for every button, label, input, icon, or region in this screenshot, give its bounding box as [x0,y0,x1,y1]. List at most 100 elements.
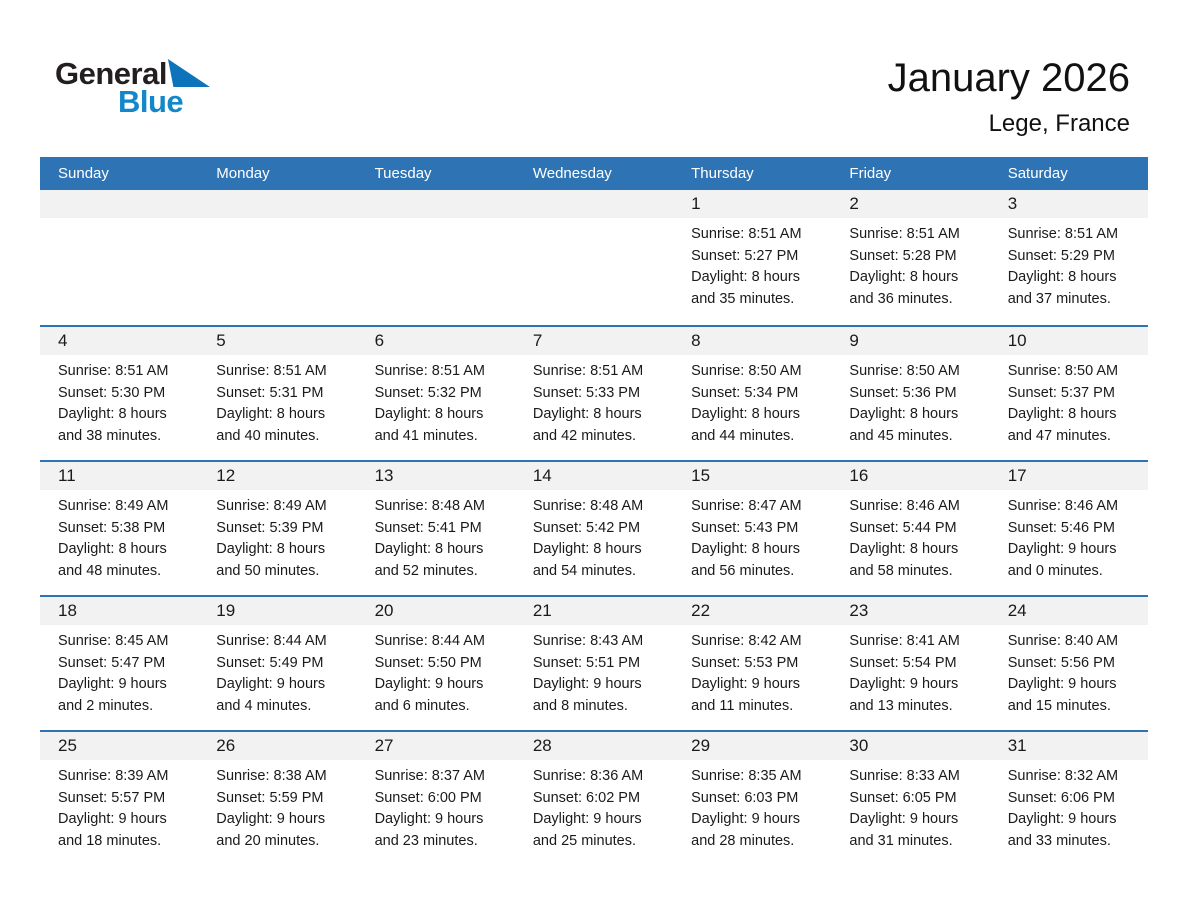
day-cell: 12 Sunrise: 8:49 AM Sunset: 5:39 PM Dayligh… [198,462,357,595]
day-number [514,190,674,218]
day-cell: 4 Sunrise: 8:51 AM Sunset: 5:30 PM Daylight… [40,327,199,460]
day-cell: 1 Sunrise: 8:51 AM Sunset: 5:27 PM Daylight… [673,190,832,325]
weekday-tuesday: Tuesday [374,165,432,182]
sunset-text: Sunset: 5:51 PM [532,654,641,671]
day-cell: 2 Sunrise: 8:51 AM Sunset: 5:28 PM Daylight… [831,190,990,325]
day-cell: 29 Sunrise: 8:35 AM Sunset: 6:03 PM Dayligh… [673,732,832,865]
location-subtitle: Lege, France [988,110,1130,137]
weekday-thursday: Thursday [691,165,754,182]
empty-day-cell [514,190,674,325]
day-number: 20 [356,597,515,625]
day-number: 12 [198,462,357,490]
day-number: 28 [514,732,674,760]
daylight-text: Daylight: 9 hours and 20 minutes. [216,811,326,849]
day-details: Sunrise: 8:51 AM Sunset: 5:28 PM Daylight:… [831,218,989,310]
week-row: 1 Sunrise: 8:51 AM Sunset: 5:27 PM Daylight… [40,190,1148,325]
daylight-text: Daylight: 9 hours and 15 minutes. [1007,676,1117,714]
empty-day-cell [356,190,515,325]
day-details: Sunrise: 8:39 AM Sunset: 5:57 PM Daylight:… [40,760,198,852]
logo-triangle-icon [167,59,210,87]
sunset-text: Sunset: 5:49 PM [216,654,324,671]
day-cell: 11 Sunrise: 8:49 AM Sunset: 5:38 PM Dayligh… [40,462,199,595]
day-details: Sunrise: 8:32 AM Sunset: 6:06 PM Daylight:… [990,760,1148,852]
day-details: Sunrise: 8:42 AM Sunset: 5:53 PM Daylight:… [673,625,831,717]
day-details: Sunrise: 8:48 AM Sunset: 5:42 PM Daylight:… [515,490,673,582]
day-details: Sunrise: 8:49 AM Sunset: 5:39 PM Daylight:… [198,490,356,582]
daylight-text: Daylight: 8 hours and 37 minutes. [1007,269,1117,307]
day-number: 2 [831,190,990,218]
day-number: 23 [831,597,990,625]
day-number: 27 [356,732,515,760]
week-row: 25 Sunrise: 8:39 AM Sunset: 5:57 PM Dayligh… [40,730,1148,865]
sunset-text: Sunset: 5:38 PM [58,519,166,536]
day-details [357,218,515,224]
sunset-text: Sunset: 5:47 PM [58,654,166,671]
sunset-text: Sunset: 5:30 PM [58,384,166,401]
weekday-saturday: Saturday [1007,165,1068,182]
day-cell: 9 Sunrise: 8:50 AM Sunset: 5:36 PM Daylight… [831,327,990,460]
daylight-text: Daylight: 9 hours and 18 minutes. [58,811,167,849]
daylight-text: Daylight: 9 hours and 13 minutes. [849,676,959,714]
day-number: 14 [514,462,674,490]
day-cell: 3 Sunrise: 8:51 AM Sunset: 5:29 PM Daylight… [989,190,1148,325]
sunset-text: Sunset: 5:56 PM [1007,654,1115,671]
day-number: 18 [40,597,199,625]
sunrise-text: Sunrise: 8:39 AM [58,768,169,784]
day-cell: 5 Sunrise: 8:51 AM Sunset: 5:31 PM Daylight… [198,327,357,460]
sunset-text: Sunset: 5:42 PM [532,519,641,536]
logo-word-general: General [55,56,167,91]
day-cell: 25 Sunrise: 8:39 AM Sunset: 5:57 PM Dayligh… [40,732,199,865]
sunset-text: Sunset: 6:05 PM [849,789,957,806]
sunrise-text: Sunrise: 8:35 AM [691,768,802,784]
daylight-text: Daylight: 8 hours and 38 minutes. [58,406,167,444]
day-number: 6 [356,327,515,355]
sunrise-text: Sunrise: 8:46 AM [849,498,960,514]
day-number: 19 [198,597,357,625]
day-number [198,190,357,218]
day-cell: 27 Sunrise: 8:37 AM Sunset: 6:00 PM Dayligh… [356,732,515,865]
daylight-text: Daylight: 9 hours and 25 minutes. [532,811,642,849]
day-details: Sunrise: 8:51 AM Sunset: 5:29 PM Daylight:… [990,218,1148,310]
day-details: Sunrise: 8:50 AM Sunset: 5:36 PM Daylight:… [831,355,989,447]
sunrise-text: Sunrise: 8:50 AM [849,363,960,379]
day-details: Sunrise: 8:44 AM Sunset: 5:50 PM Daylight:… [357,625,515,717]
day-details: Sunrise: 8:46 AM Sunset: 5:46 PM Daylight:… [990,490,1148,582]
day-number [356,190,515,218]
sunrise-text: Sunrise: 8:51 AM [691,226,802,242]
calendar-title-block: January 2026 Lege, France [888,55,1130,138]
week-row: 4 Sunrise: 8:51 AM Sunset: 5:30 PM Daylight… [40,325,1148,460]
sunset-text: Sunset: 5:41 PM [374,519,482,536]
day-cell: 30 Sunrise: 8:33 AM Sunset: 6:05 PM Dayligh… [831,732,990,865]
day-number: 11 [40,462,199,490]
day-details: Sunrise: 8:49 AM Sunset: 5:38 PM Daylight:… [40,490,198,582]
sunset-text: Sunset: 5:50 PM [374,654,482,671]
logo-word-blue: Blue [118,84,184,119]
weekday-wednesday: Wednesday [532,165,612,182]
day-number: 25 [40,732,199,760]
daylight-text: Daylight: 9 hours and 31 minutes. [849,811,959,849]
day-details: Sunrise: 8:51 AM Sunset: 5:30 PM Daylight:… [40,355,198,447]
day-details: Sunrise: 8:45 AM Sunset: 5:47 PM Daylight:… [40,625,198,717]
daylight-text: Daylight: 8 hours and 41 minutes. [374,406,484,444]
sunrise-text: Sunrise: 8:50 AM [691,363,802,379]
sunrise-text: Sunrise: 8:51 AM [374,363,485,379]
day-cell: 21 Sunrise: 8:43 AM Sunset: 5:51 PM Dayligh… [514,597,674,730]
sunrise-text: Sunrise: 8:41 AM [849,633,960,649]
sunrise-text: Sunrise: 8:33 AM [849,768,960,784]
sunrise-text: Sunrise: 8:37 AM [374,768,485,784]
daylight-text: Daylight: 8 hours and 54 minutes. [532,541,642,579]
weekday-header-row: Sunday Monday Tuesday Wednesday Thursday… [40,157,1148,190]
sunset-text: Sunset: 5:57 PM [58,789,166,806]
day-details: Sunrise: 8:51 AM Sunset: 5:32 PM Daylight:… [357,355,515,447]
day-cell: 6 Sunrise: 8:51 AM Sunset: 5:32 PM Daylight… [356,327,515,460]
sunset-text: Sunset: 5:29 PM [1007,247,1115,264]
daylight-text: Daylight: 9 hours and 28 minutes. [691,811,800,849]
day-cell: 8 Sunrise: 8:50 AM Sunset: 5:34 PM Daylight… [673,327,832,460]
day-details: Sunrise: 8:36 AM Sunset: 6:02 PM Daylight:… [515,760,673,852]
sunset-text: Sunset: 6:02 PM [532,789,641,806]
sunrise-text: Sunrise: 8:45 AM [58,633,169,649]
day-cell: 17 Sunrise: 8:46 AM Sunset: 5:46 PM Dayligh… [989,462,1148,595]
daylight-text: Daylight: 8 hours and 50 minutes. [216,541,326,579]
sunrise-text: Sunrise: 8:43 AM [532,633,644,649]
empty-day-cell [40,190,199,325]
